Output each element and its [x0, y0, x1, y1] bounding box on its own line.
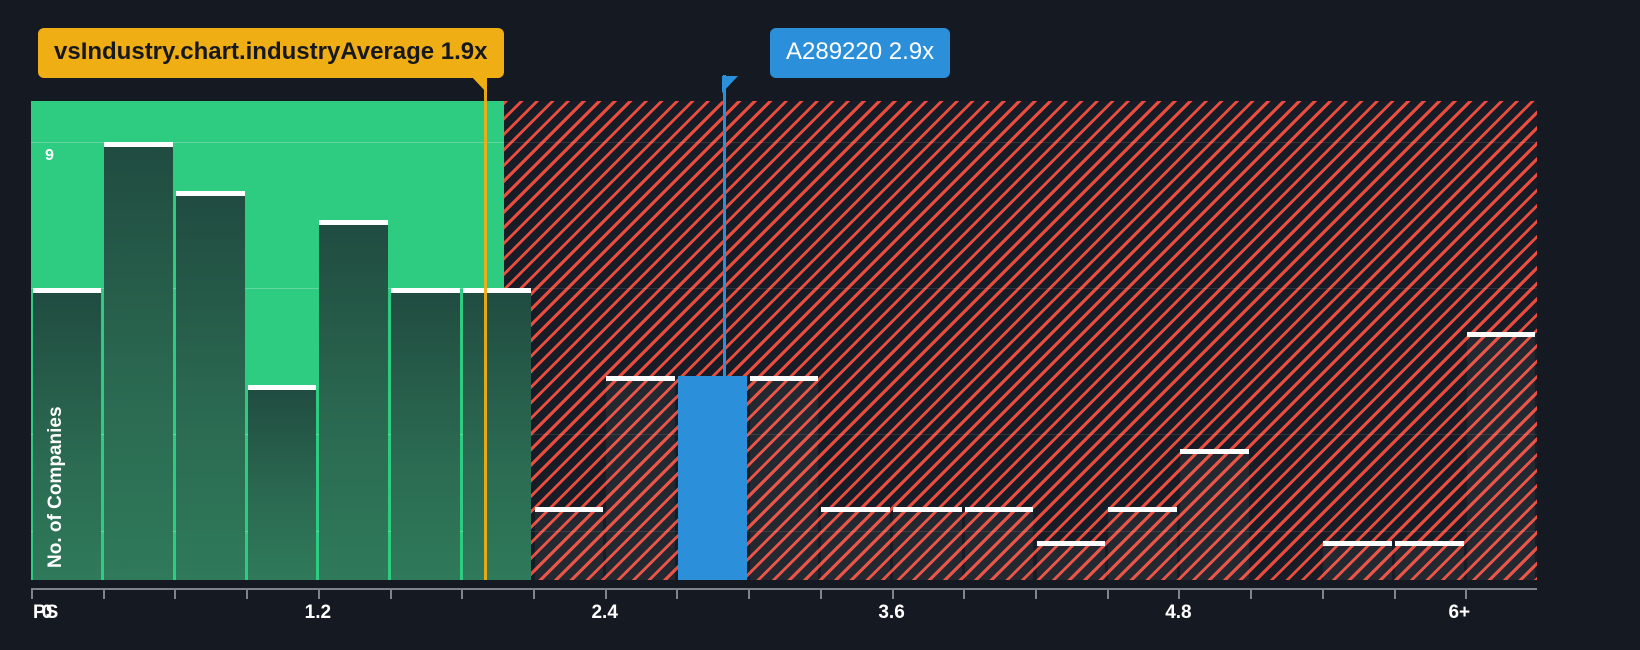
- gridline: [31, 142, 505, 143]
- x-axis-tick: [891, 588, 894, 599]
- callout-tail: [722, 76, 739, 93]
- x-axis-prefix-label: PS: [33, 602, 59, 623]
- callout-tail: [471, 76, 488, 93]
- bar-cap: [821, 507, 891, 513]
- x-axis-minor-tick: [676, 588, 679, 599]
- gridline: [31, 288, 1537, 289]
- x-axis-minor-tick: [246, 588, 249, 599]
- bar[interactable]: [462, 288, 532, 580]
- bar[interactable]: [391, 288, 460, 580]
- zone-overvalued: [504, 101, 1537, 580]
- x-axis-minor-tick: [533, 588, 535, 599]
- gridline: [31, 434, 1537, 435]
- x-axis-tick: [1178, 588, 1181, 599]
- bar-cap: [104, 142, 173, 148]
- bar[interactable]: [1036, 541, 1106, 580]
- company-marker-line: [723, 75, 727, 580]
- bar-cap: [391, 288, 460, 294]
- bar[interactable]: [104, 142, 173, 580]
- y-axis-title: No. of Companies: [45, 406, 66, 568]
- industry-average-callout-label: vsIndustry.chart.industryAverage 1.9x: [54, 38, 488, 65]
- bar-cap: [964, 507, 1034, 513]
- bar[interactable]: [319, 220, 389, 580]
- gridline: [31, 288, 505, 289]
- x-axis-label: 6+: [1448, 602, 1471, 623]
- bar-cap: [247, 385, 317, 391]
- bar-cap: [1036, 541, 1106, 547]
- x-axis-minor-tick: [174, 588, 177, 599]
- x-axis-minor-tick: [1035, 588, 1037, 599]
- bar-cap: [32, 288, 102, 294]
- x-axis-minor-tick: [819, 588, 822, 599]
- x-axis-minor-tick: [461, 588, 464, 599]
- bar-cap: [1179, 448, 1249, 454]
- plot-area: [31, 101, 1537, 580]
- bar[interactable]: [964, 507, 1034, 580]
- industry-average-callout[interactable]: vsIndustry.chart.industryAverage 1.9x: [38, 28, 504, 93]
- x-axis-minor-tick: [1250, 588, 1253, 599]
- x-axis-minor-tick: [1321, 588, 1324, 599]
- bar-cap: [1323, 541, 1393, 547]
- bar-cap: [534, 507, 604, 513]
- bar[interactable]: [1466, 332, 1536, 580]
- bar[interactable]: [534, 507, 604, 580]
- x-axis-label: 1.2: [304, 602, 332, 623]
- bar-cap: [319, 220, 389, 226]
- bar[interactable]: [1108, 507, 1177, 580]
- company-callout[interactable]: A289220 2.9x: [722, 28, 951, 93]
- x-axis-line: [31, 588, 1537, 590]
- bar-cap: [1395, 541, 1464, 547]
- bar-cap: [175, 190, 245, 196]
- company-callout-label: A289220 2.9x: [786, 38, 935, 65]
- bar-cap: [893, 507, 962, 513]
- bar[interactable]: [175, 190, 245, 580]
- x-axis-minor-tick: [963, 588, 966, 599]
- bar[interactable]: [32, 288, 102, 580]
- bar-cap: [606, 375, 675, 381]
- bar[interactable]: [247, 385, 317, 580]
- x-axis-label: 0: [41, 602, 53, 623]
- x-axis-minor-tick: [102, 588, 105, 599]
- bar[interactable]: [1395, 541, 1464, 580]
- bar[interactable]: [1323, 541, 1393, 580]
- bar-highlighted[interactable]: [677, 375, 747, 580]
- y-max-label: 9: [45, 147, 54, 165]
- bar[interactable]: [893, 507, 962, 580]
- bar[interactable]: [821, 507, 891, 580]
- x-axis-minor-tick: [389, 588, 392, 599]
- x-axis-tick: [317, 588, 320, 599]
- industry-average-marker-line: [484, 78, 488, 580]
- x-axis-minor-tick: [1393, 588, 1396, 599]
- x-axis-tick: [31, 588, 33, 599]
- x-axis-minor-tick: [1106, 588, 1109, 599]
- x-axis-tick: [1465, 588, 1468, 599]
- bar-cap: [1466, 332, 1536, 337]
- gridline: [31, 531, 1537, 532]
- x-axis-label: 3.6: [878, 602, 905, 623]
- bar[interactable]: [1179, 448, 1249, 580]
- bar-cap: [749, 375, 819, 381]
- x-axis-label: 4.8: [1165, 602, 1192, 623]
- bar-cap: [1108, 507, 1177, 513]
- x-axis-tick: [604, 588, 607, 599]
- bar[interactable]: [606, 375, 675, 580]
- bar[interactable]: [749, 375, 819, 580]
- gridline: [31, 142, 1537, 143]
- x-axis-label: 2.4: [591, 602, 618, 623]
- bar-cap: [462, 288, 532, 294]
- x-axis-minor-tick: [748, 588, 751, 599]
